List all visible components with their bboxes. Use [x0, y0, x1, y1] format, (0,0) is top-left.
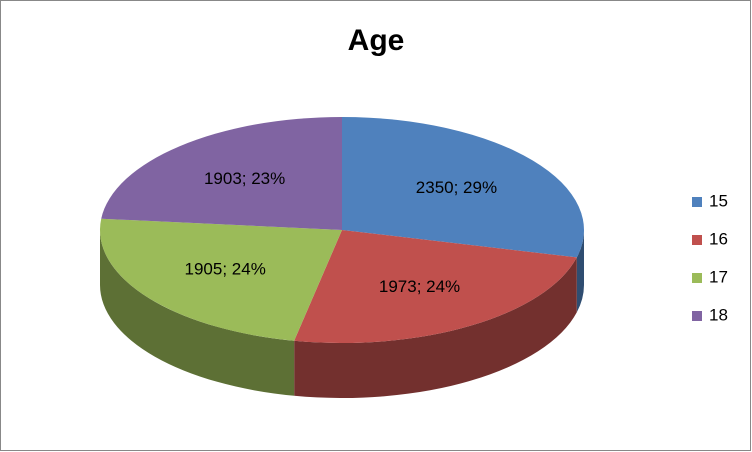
slice-side: [294, 257, 577, 398]
legend-label: 16: [709, 229, 728, 248]
legend-swatch: [692, 235, 702, 245]
slice-side: [576, 230, 584, 313]
slice: [100, 218, 342, 341]
legend-label: 15: [709, 191, 728, 210]
legend-swatch: [692, 311, 702, 321]
data-label: 2350; 29%: [416, 178, 497, 197]
data-label: 1903; 23%: [204, 169, 285, 188]
data-label: 1905; 24%: [185, 260, 266, 279]
slice-side: [100, 230, 295, 396]
data-label: 1973; 24%: [379, 277, 460, 296]
legend-swatch: [692, 197, 702, 207]
slice: [101, 117, 343, 230]
slice: [342, 117, 584, 258]
legend-swatch: [692, 273, 702, 283]
chart-title: Age: [348, 24, 405, 57]
legend-label: 17: [709, 267, 728, 286]
slice: [294, 230, 577, 343]
legend-label: 18: [709, 305, 728, 324]
